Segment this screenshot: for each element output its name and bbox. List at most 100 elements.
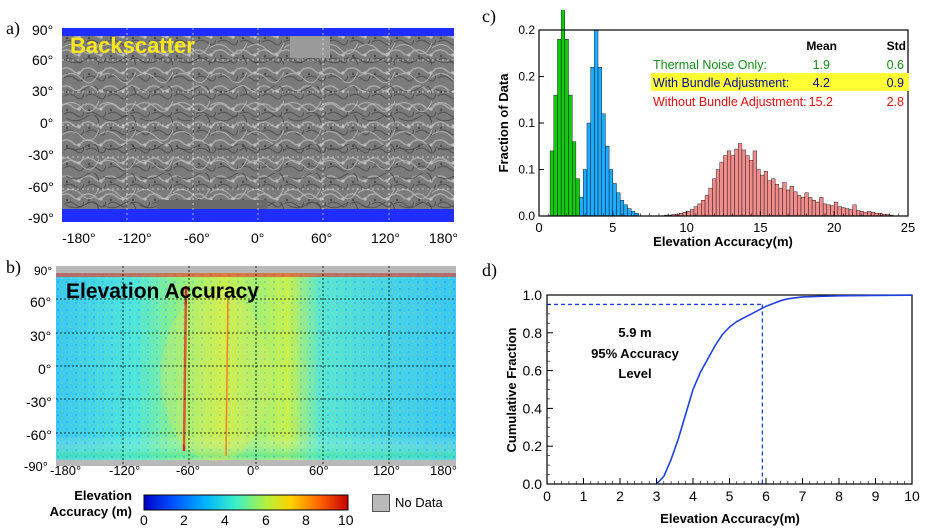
histogram-bar [848,209,853,217]
map-a-lon-tick: 0° [251,230,265,246]
histogram-bar [730,155,735,217]
map-b-lat-tick: -90° [24,459,48,474]
histogram-bar [553,94,558,217]
histogram-bar [605,146,610,217]
legend-mean-header: Mean [806,39,837,53]
cdf-x-tick-label: 1 [580,488,588,504]
histogram-bar [623,204,628,217]
cdf-y-tick-label: 0.0 [523,476,543,492]
map-b-lon-tick: 180° [430,463,457,478]
histogram-y-tick-label: 0.1 [518,163,535,177]
histogram-bar [797,195,802,217]
map-b-lon-tick: -60° [176,463,200,478]
legend-highlight [651,73,909,91]
histogram-bar [826,204,831,217]
map-a-lat-tick: -30° [28,147,54,163]
histogram-y-tick-label: 0.1 [518,116,535,130]
cdf-y-tick-label: 0.2 [523,438,543,454]
histogram-chart: 0 5 10 15 20 25 0.0 0.1 0.1 0.2 0.2 Mean Std Therm… [496,10,915,249]
histogram-bar [811,199,816,217]
map-a-lat-tick: 30° [32,83,54,99]
map-b-lon-tick: -180° [50,463,82,478]
legend-with-ba-label: With Bundle Adjustment: [653,76,789,90]
histogram-bar [701,199,706,217]
histogram-ylabel: Fraction of Data [496,73,511,173]
histogram-x-tick-label: 10 [679,220,693,235]
map-a-lat-tick: 60° [32,52,54,68]
histogram-bar [749,159,754,217]
histogram-bar [719,161,724,217]
colorbar-tick: 8 [302,512,310,528]
cdf-x-tick-label: 2 [616,488,624,504]
colorbar-tick: 4 [221,512,229,528]
map-b-lat-tick: -60° [26,427,52,443]
histogram-bar [549,150,554,217]
histogram-bar [834,201,839,217]
histogram-bar [601,113,606,217]
histogram-bar [856,210,861,217]
histogram-bar [756,169,761,217]
map-a-lat-tick: -60° [28,179,54,195]
north-polar-band [62,28,454,36]
cdf-y-tick-label: 0.8 [523,325,543,341]
map-b-lon-tick: 120° [373,463,400,478]
no-data-north [56,266,456,273]
map-b-lat-tick: 0° [38,361,52,377]
histogram-bar [782,182,787,217]
histogram-x-tick-label: 15 [753,220,767,235]
legend-thermal-label: Thermal Noise Only: [653,58,767,72]
histogram-bar [712,178,717,217]
cdf-annotation-line2: 95% Accuracy [591,346,679,361]
histogram-bar [557,39,562,217]
histogram-bar [767,180,772,217]
map-a-lat-tick: 90° [32,22,54,38]
histogram-bar [778,187,783,217]
histogram-bar [723,155,728,217]
histogram-bar [804,192,809,217]
map-a-lon-tick: -180° [62,230,96,246]
elevation-accuracy-map: Elevation Accuracy [56,266,456,466]
panel-a-letter: a) [6,18,20,38]
map-a-lon-tick: -120° [118,230,152,246]
histogram-x-tick-label: 5 [609,220,616,235]
histogram-bar [575,178,580,217]
histogram-y-tick-label: 0.0 [518,209,535,223]
histogram-bar [594,29,599,217]
histogram-bar [726,150,732,217]
cdf-annotation-line3: Level [618,366,651,381]
histogram-bar [789,186,794,217]
histogram-bar [708,187,713,217]
cdf-x-tick-label: 6 [762,488,770,504]
histogram-bar [583,169,588,217]
cumulative-chart: 0 1 2 3 4 5 6 7 8 9 10 0.0 0.2 0.4 0.6 0.8 1.0 5.9 m 95%… [504,287,920,526]
map-b-lat-tick: 60° [30,294,52,310]
histogram-bar [597,67,602,217]
cdf-annotation-line1: 5.9 m [618,325,651,340]
histogram-bar [819,197,824,217]
map-b-lon-tick: 0° [247,463,260,478]
map-b-lon-tick: -120° [109,463,141,478]
histogram-bar [741,149,746,217]
histogram-bar [852,204,857,217]
histogram-bar [738,143,743,217]
histogram-xlabel: Elevation Accuracy(m) [653,234,793,249]
legend-std-header: Std [887,39,906,53]
histogram-bar [704,195,709,217]
map-a-lon-tick: -60° [184,230,210,246]
histogram-bar [715,169,721,217]
colorbar-label: Elevation Accuracy (m) [40,488,132,520]
histogram-bar [560,10,566,217]
legend-thermal-mean: 1.9 [813,58,830,72]
histogram-bar [793,191,798,217]
legend-without-ba-std: 2.8 [887,95,904,109]
histogram-bar [837,206,842,217]
histogram-bar [616,192,621,217]
cdf-line [655,294,913,485]
histogram-bar [830,205,835,217]
histogram-x-tick-label: 0 [535,220,542,235]
histogram-bar [786,189,791,217]
map-a-lon-tick: 180° [429,230,458,246]
legend-without-ba-label: Without Bundle Adjustment: [653,95,807,109]
histogram-x-tick-label: 20 [827,220,841,235]
histogram-bar [763,171,768,217]
